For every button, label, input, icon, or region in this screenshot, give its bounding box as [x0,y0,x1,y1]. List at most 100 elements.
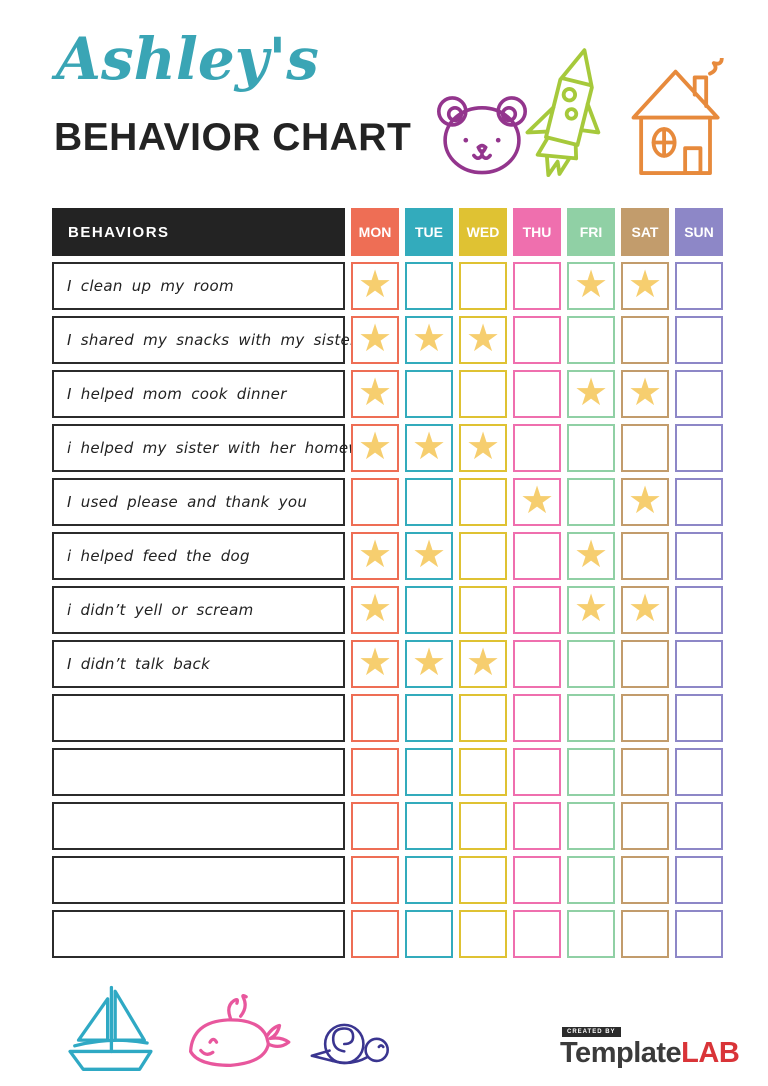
day-cell-wed[interactable] [459,370,507,418]
day-cell-tue[interactable]: ★ [405,640,453,688]
day-cell-tue[interactable] [405,748,453,796]
star-icon: ★ [573,263,609,306]
behavior-label-box: I helped mom cook dinner [52,370,345,418]
day-cell-thu[interactable] [513,694,561,742]
day-cell-mon[interactable]: ★ [351,316,399,364]
day-cell-sun[interactable] [675,370,723,418]
day-cell-thu[interactable] [513,910,561,958]
day-cell-sat[interactable] [621,640,669,688]
day-cell-wed[interactable] [459,748,507,796]
day-cell-wed[interactable] [459,262,507,310]
day-cell-mon[interactable]: ★ [351,532,399,580]
day-cell-sat[interactable] [621,316,669,364]
day-cell-thu[interactable] [513,316,561,364]
day-cell-fri[interactable] [567,694,615,742]
day-cell-fri[interactable]: ★ [567,532,615,580]
day-cell-thu[interactable] [513,586,561,634]
day-cell-fri[interactable] [567,856,615,904]
day-cell-sat[interactable]: ★ [621,262,669,310]
day-cell-fri[interactable] [567,316,615,364]
day-cell-thu[interactable] [513,748,561,796]
day-cell-tue[interactable]: ★ [405,424,453,472]
day-cell-sun[interactable] [675,694,723,742]
day-cell-fri[interactable]: ★ [567,586,615,634]
day-cell-wed[interactable]: ★ [459,424,507,472]
day-cell-mon[interactable]: ★ [351,640,399,688]
day-cell-fri[interactable] [567,478,615,526]
day-cell-fri[interactable] [567,748,615,796]
day-cell-thu[interactable] [513,802,561,850]
day-cell-mon[interactable]: ★ [351,424,399,472]
day-cell-mon[interactable]: ★ [351,586,399,634]
templatelab-logo: CREATED BY TemplateLAB [560,1020,740,1068]
day-cell-sat[interactable] [621,802,669,850]
day-cell-sat[interactable] [621,910,669,958]
day-cell-sun[interactable] [675,856,723,904]
day-cell-tue[interactable] [405,370,453,418]
day-cell-tue[interactable] [405,262,453,310]
day-cell-wed[interactable] [459,694,507,742]
star-icon: ★ [357,263,393,306]
day-cell-wed[interactable] [459,802,507,850]
day-cell-mon[interactable] [351,802,399,850]
day-cell-wed[interactable] [459,586,507,634]
day-cell-sat[interactable]: ★ [621,370,669,418]
day-cell-mon[interactable] [351,478,399,526]
day-cell-sun[interactable] [675,910,723,958]
day-cell-tue[interactable] [405,478,453,526]
day-cell-fri[interactable] [567,640,615,688]
day-cell-tue[interactable]: ★ [405,532,453,580]
bear-icon [432,88,532,178]
day-cell-sat[interactable] [621,424,669,472]
day-cell-wed[interactable] [459,856,507,904]
day-cell-tue[interactable] [405,694,453,742]
day-cell-thu[interactable] [513,532,561,580]
day-cell-sun[interactable] [675,262,723,310]
day-cell-fri[interactable] [567,910,615,958]
behavior-label-box: i didn’t yell or scream [52,586,345,634]
day-cell-sat[interactable] [621,694,669,742]
day-cell-wed[interactable]: ★ [459,640,507,688]
day-cell-fri[interactable]: ★ [567,262,615,310]
day-cell-fri[interactable] [567,424,615,472]
day-cell-fri[interactable] [567,802,615,850]
day-cell-mon[interactable] [351,694,399,742]
day-cell-mon[interactable] [351,910,399,958]
day-cell-wed[interactable] [459,910,507,958]
day-cell-wed[interactable]: ★ [459,316,507,364]
day-cell-sun[interactable] [675,316,723,364]
day-cell-thu[interactable] [513,370,561,418]
day-cell-mon[interactable]: ★ [351,262,399,310]
day-cell-sun[interactable] [675,532,723,580]
day-cell-thu[interactable] [513,856,561,904]
day-cell-thu[interactable]: ★ [513,478,561,526]
house-icon [622,58,732,182]
day-cell-sat[interactable]: ★ [621,586,669,634]
day-cell-sat[interactable] [621,532,669,580]
day-cell-thu[interactable] [513,262,561,310]
day-cell-mon[interactable]: ★ [351,370,399,418]
day-cell-sun[interactable] [675,586,723,634]
day-cell-mon[interactable] [351,856,399,904]
day-cell-sun[interactable] [675,478,723,526]
day-cell-wed[interactable] [459,478,507,526]
child-name-title: Ashley's [56,25,319,93]
day-cell-thu[interactable] [513,424,561,472]
day-cell-sat[interactable] [621,748,669,796]
day-cell-sat[interactable] [621,856,669,904]
day-cell-wed[interactable] [459,532,507,580]
day-cell-tue[interactable] [405,586,453,634]
day-cell-mon[interactable] [351,748,399,796]
day-cell-tue[interactable] [405,802,453,850]
day-cell-fri[interactable]: ★ [567,370,615,418]
day-cell-tue[interactable]: ★ [405,316,453,364]
star-icon: ★ [411,317,447,360]
day-cell-tue[interactable] [405,856,453,904]
day-cell-sun[interactable] [675,424,723,472]
day-cell-thu[interactable] [513,640,561,688]
day-cell-sun[interactable] [675,802,723,850]
day-cell-tue[interactable] [405,910,453,958]
day-cell-sun[interactable] [675,640,723,688]
day-cell-sun[interactable] [675,748,723,796]
day-cell-sat[interactable]: ★ [621,478,669,526]
